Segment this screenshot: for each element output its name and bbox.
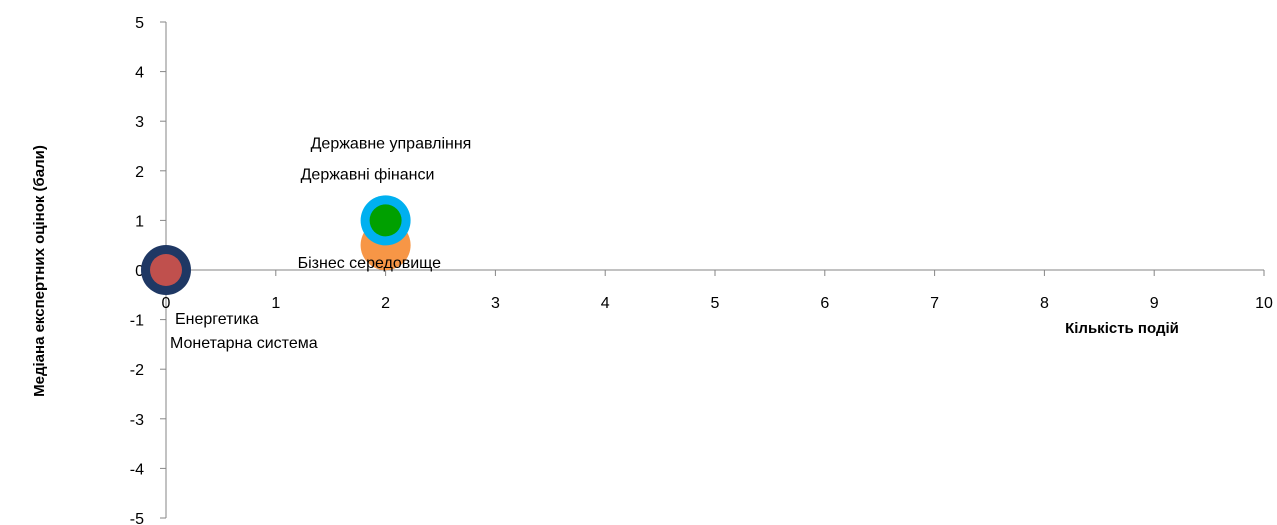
data-label: Державне управління <box>311 135 472 152</box>
data-label: Бізнес середовище <box>298 255 442 272</box>
x-tick-label: 6 <box>820 295 829 312</box>
data-labels: Енергетика Монетарна система Бізнес середо… <box>170 135 471 352</box>
y-tick-label: -3 <box>130 412 144 429</box>
x-tick-label: 4 <box>601 295 610 312</box>
x-tick-label: 9 <box>1150 295 1159 312</box>
y-tick-label: 4 <box>135 65 144 82</box>
data-points <box>141 195 411 295</box>
data-label: Державні фінанси <box>301 166 435 183</box>
y-axis-ticks: 5 4 3 2 1 0 -1 -2 -3 -4 -5 <box>130 15 166 525</box>
y-axis-title: Медіана експертних оцінок (бали) <box>31 145 48 397</box>
y-tick-label: 3 <box>135 114 144 131</box>
x-tick-label: 7 <box>930 295 939 312</box>
y-tick-label: -2 <box>130 362 144 379</box>
y-tick-label: -1 <box>130 313 144 330</box>
x-tick-label: 3 <box>491 295 500 312</box>
y-tick-label: -5 <box>130 511 144 525</box>
data-label: Монетарна система <box>170 335 318 352</box>
x-tick-label: 8 <box>1040 295 1049 312</box>
x-tick-label: 5 <box>711 295 720 312</box>
x-tick-label: 0 <box>162 295 171 312</box>
x-axis-title: Кількість подій <box>1065 320 1179 337</box>
x-tick-label: 1 <box>271 295 280 312</box>
data-point <box>369 204 402 237</box>
y-tick-label: 2 <box>135 164 144 181</box>
x-axis-ticks: 0 1 2 3 4 5 6 7 8 9 10 <box>162 270 1273 312</box>
x-tick-label: 2 <box>381 295 390 312</box>
y-tick-label: 1 <box>135 213 144 230</box>
data-label: Енергетика <box>175 311 259 328</box>
y-tick-label: 5 <box>135 15 144 32</box>
data-point <box>150 254 182 286</box>
y-tick-label: 0 <box>135 263 144 280</box>
y-tick-label: -4 <box>130 461 144 478</box>
x-tick-label: 10 <box>1255 295 1273 312</box>
